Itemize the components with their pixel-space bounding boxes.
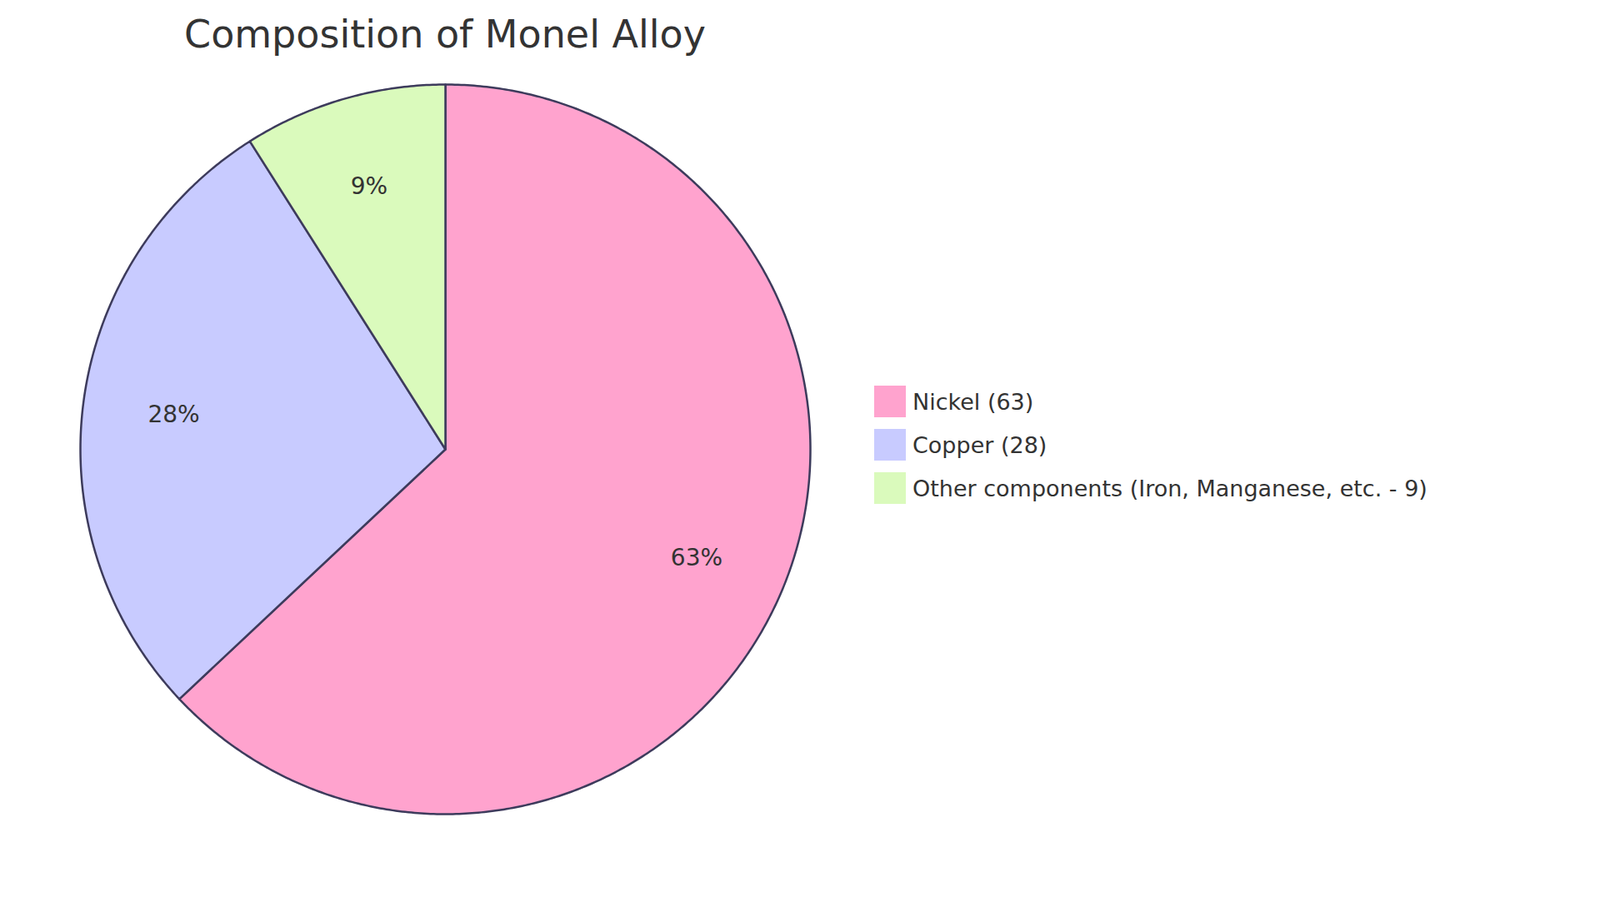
svg-text:28%: 28% (147, 400, 200, 429)
html-text:Other components (Iron, Mangan: Other components (Iron, Manganese, etc. … (912, 475, 1428, 502)
html-text:Copper (28): Copper (28) (912, 432, 1047, 458)
html-text:Nickel (63): Nickel (63) (912, 388, 1034, 415)
html-text:Composition of Monel Alloy: Composition of Monel Alloy (184, 11, 706, 57)
svg-text:9%: 9% (350, 172, 388, 200)
svg-text:63%: 63% (670, 544, 723, 572)
